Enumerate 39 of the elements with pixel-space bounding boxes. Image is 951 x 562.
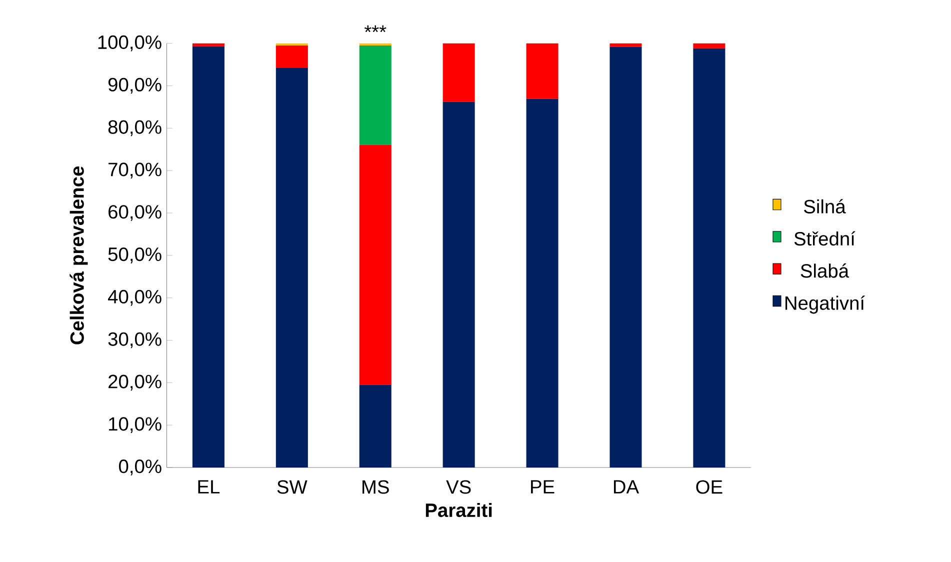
bar <box>442 102 475 468</box>
bar <box>693 48 726 468</box>
y-tick-label: 50,0% <box>108 247 162 264</box>
bar <box>526 43 558 99</box>
x-tick-label: MS <box>362 480 389 494</box>
y-tick-label: 30,0% <box>108 332 162 348</box>
bar <box>192 43 224 46</box>
y-tick-label: 0,0% <box>118 459 162 476</box>
y-tick-label: 60,0% <box>108 204 162 221</box>
y-axis-title: Celková prevalence <box>70 166 88 344</box>
annotation: *** <box>364 25 386 32</box>
bar <box>359 144 392 385</box>
bar <box>192 46 224 468</box>
x-tick-label: PE <box>531 480 554 494</box>
y-tick-label: 20,0% <box>108 374 162 390</box>
legend-label: Slabá <box>800 263 850 278</box>
bar <box>276 45 308 68</box>
x-axis-title: Paraziti <box>426 502 492 517</box>
bar <box>610 46 642 468</box>
bar <box>693 43 726 48</box>
y-tick-label: 70,0% <box>108 162 162 178</box>
y-tick-label: 10,0% <box>109 417 162 433</box>
bar <box>276 68 308 468</box>
x-tick-label: VS <box>446 480 471 494</box>
legend-label: Střední <box>794 231 856 246</box>
x-tick-label: DA <box>614 480 640 494</box>
y-tick-label: 100,0% <box>98 35 162 52</box>
x-tick-label: EL <box>198 480 220 494</box>
bar <box>359 384 392 468</box>
legend-label: Silná <box>804 199 846 214</box>
y-tick-label: 40,0% <box>108 290 162 306</box>
bar <box>442 43 475 102</box>
bar <box>359 45 392 145</box>
legend-label: Negativní <box>785 295 865 314</box>
x-tick-label: OE <box>696 480 722 494</box>
y-tick-label: 80,0% <box>108 120 162 136</box>
bar <box>526 98 558 468</box>
x-tick-label: SW <box>277 480 308 494</box>
y-tick-label: 90,0% <box>108 78 162 94</box>
